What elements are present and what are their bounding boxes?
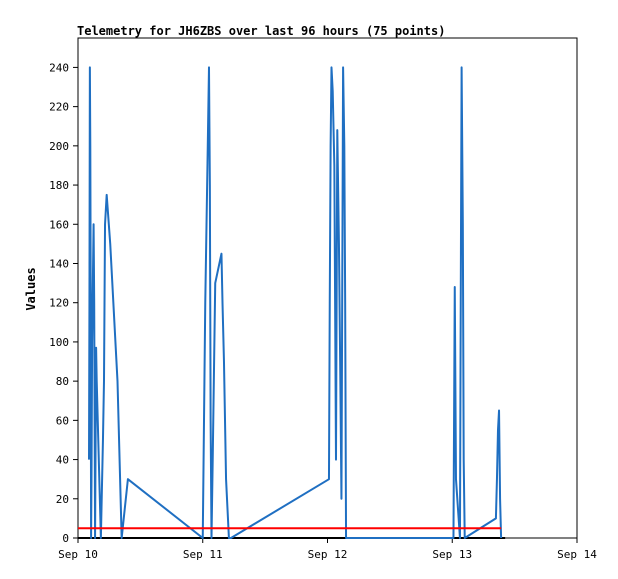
x-tick-label: Sep 14 — [557, 548, 597, 561]
x-axis: Sep 10 Sep 11 Sep 12 Sep 13 Sep 14 — [58, 537, 597, 561]
telemetry-series-line — [88, 66, 503, 539]
y-tick-label: 40 — [56, 454, 69, 467]
x-tick-label: Sep 11 — [183, 548, 223, 561]
y-tick-label: 160 — [49, 218, 69, 231]
y-tick-label: 100 — [49, 336, 69, 349]
x-tick-label: Sep 13 — [432, 548, 472, 561]
y-tick-label: 140 — [49, 257, 69, 270]
y-tick-label: 80 — [56, 375, 69, 388]
y-axis-title: Values — [24, 267, 38, 310]
y-axis: 0 20 40 60 80 100 120 140 160 180 200 220 240 — [49, 61, 78, 545]
x-tick-label: Sep 12 — [308, 548, 348, 561]
x-tick-label: Sep 10 — [58, 548, 98, 561]
y-tick-label: 120 — [49, 297, 69, 310]
y-tick-label: 240 — [49, 61, 69, 74]
y-tick-label: 60 — [56, 414, 69, 427]
y-tick-label: 220 — [49, 101, 69, 114]
y-tick-label: 180 — [49, 179, 69, 192]
y-tick-label: 0 — [62, 532, 69, 545]
series-layer — [78, 66, 503, 539]
y-tick-label: 200 — [49, 140, 69, 153]
chart-title: Telemetry for JH6ZBS over last 96 hours … — [77, 24, 445, 38]
y-tick-label: 20 — [56, 493, 69, 506]
plot-frame — [77, 37, 578, 539]
